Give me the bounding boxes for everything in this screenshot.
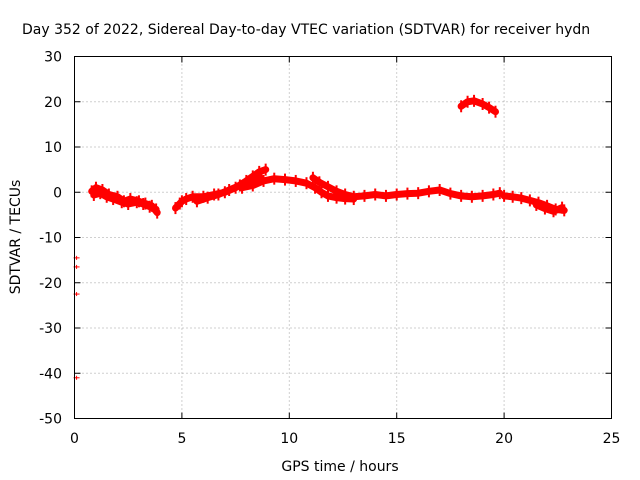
y-tick-label: 0 <box>53 185 62 201</box>
y-axis-label: SDTVAR / TECUs <box>8 180 24 295</box>
series-band-1b <box>90 189 160 213</box>
x-tick-label: 25 <box>603 431 621 447</box>
x-tick-labels: 0 5 10 15 20 25 <box>70 431 620 447</box>
axis-ticks <box>74 56 612 419</box>
y-tick-label: -20 <box>39 276 62 292</box>
y-tick-label: -40 <box>39 366 62 382</box>
chart-title: Day 352 of 2022, Sidereal Day-to-day VTE… <box>22 22 590 38</box>
x-tick-label: 10 <box>280 431 298 447</box>
x-axis-label: GPS time / hours <box>281 459 398 475</box>
y-tick-label: 10 <box>44 140 62 156</box>
y-tick-label: -30 <box>39 321 62 337</box>
error-marks-layer <box>73 255 80 380</box>
series-layer <box>88 94 568 219</box>
y-tick-label: 30 <box>44 50 62 66</box>
series-band-4 <box>309 174 504 201</box>
y-tick-label: 20 <box>44 95 62 111</box>
x-tick-label: 20 <box>495 431 513 447</box>
y-tick-label: -10 <box>39 231 62 247</box>
x-tick-label: 0 <box>70 431 79 447</box>
y-tick-labels: -50 -40 -30 -20 -10 0 10 20 30 <box>39 50 62 428</box>
series-band-5 <box>457 97 499 116</box>
x-tick-label: 5 <box>177 431 186 447</box>
y-tick-label: -50 <box>39 412 62 428</box>
series-band-6b <box>532 201 566 215</box>
x-tick-label: 15 <box>388 431 406 447</box>
